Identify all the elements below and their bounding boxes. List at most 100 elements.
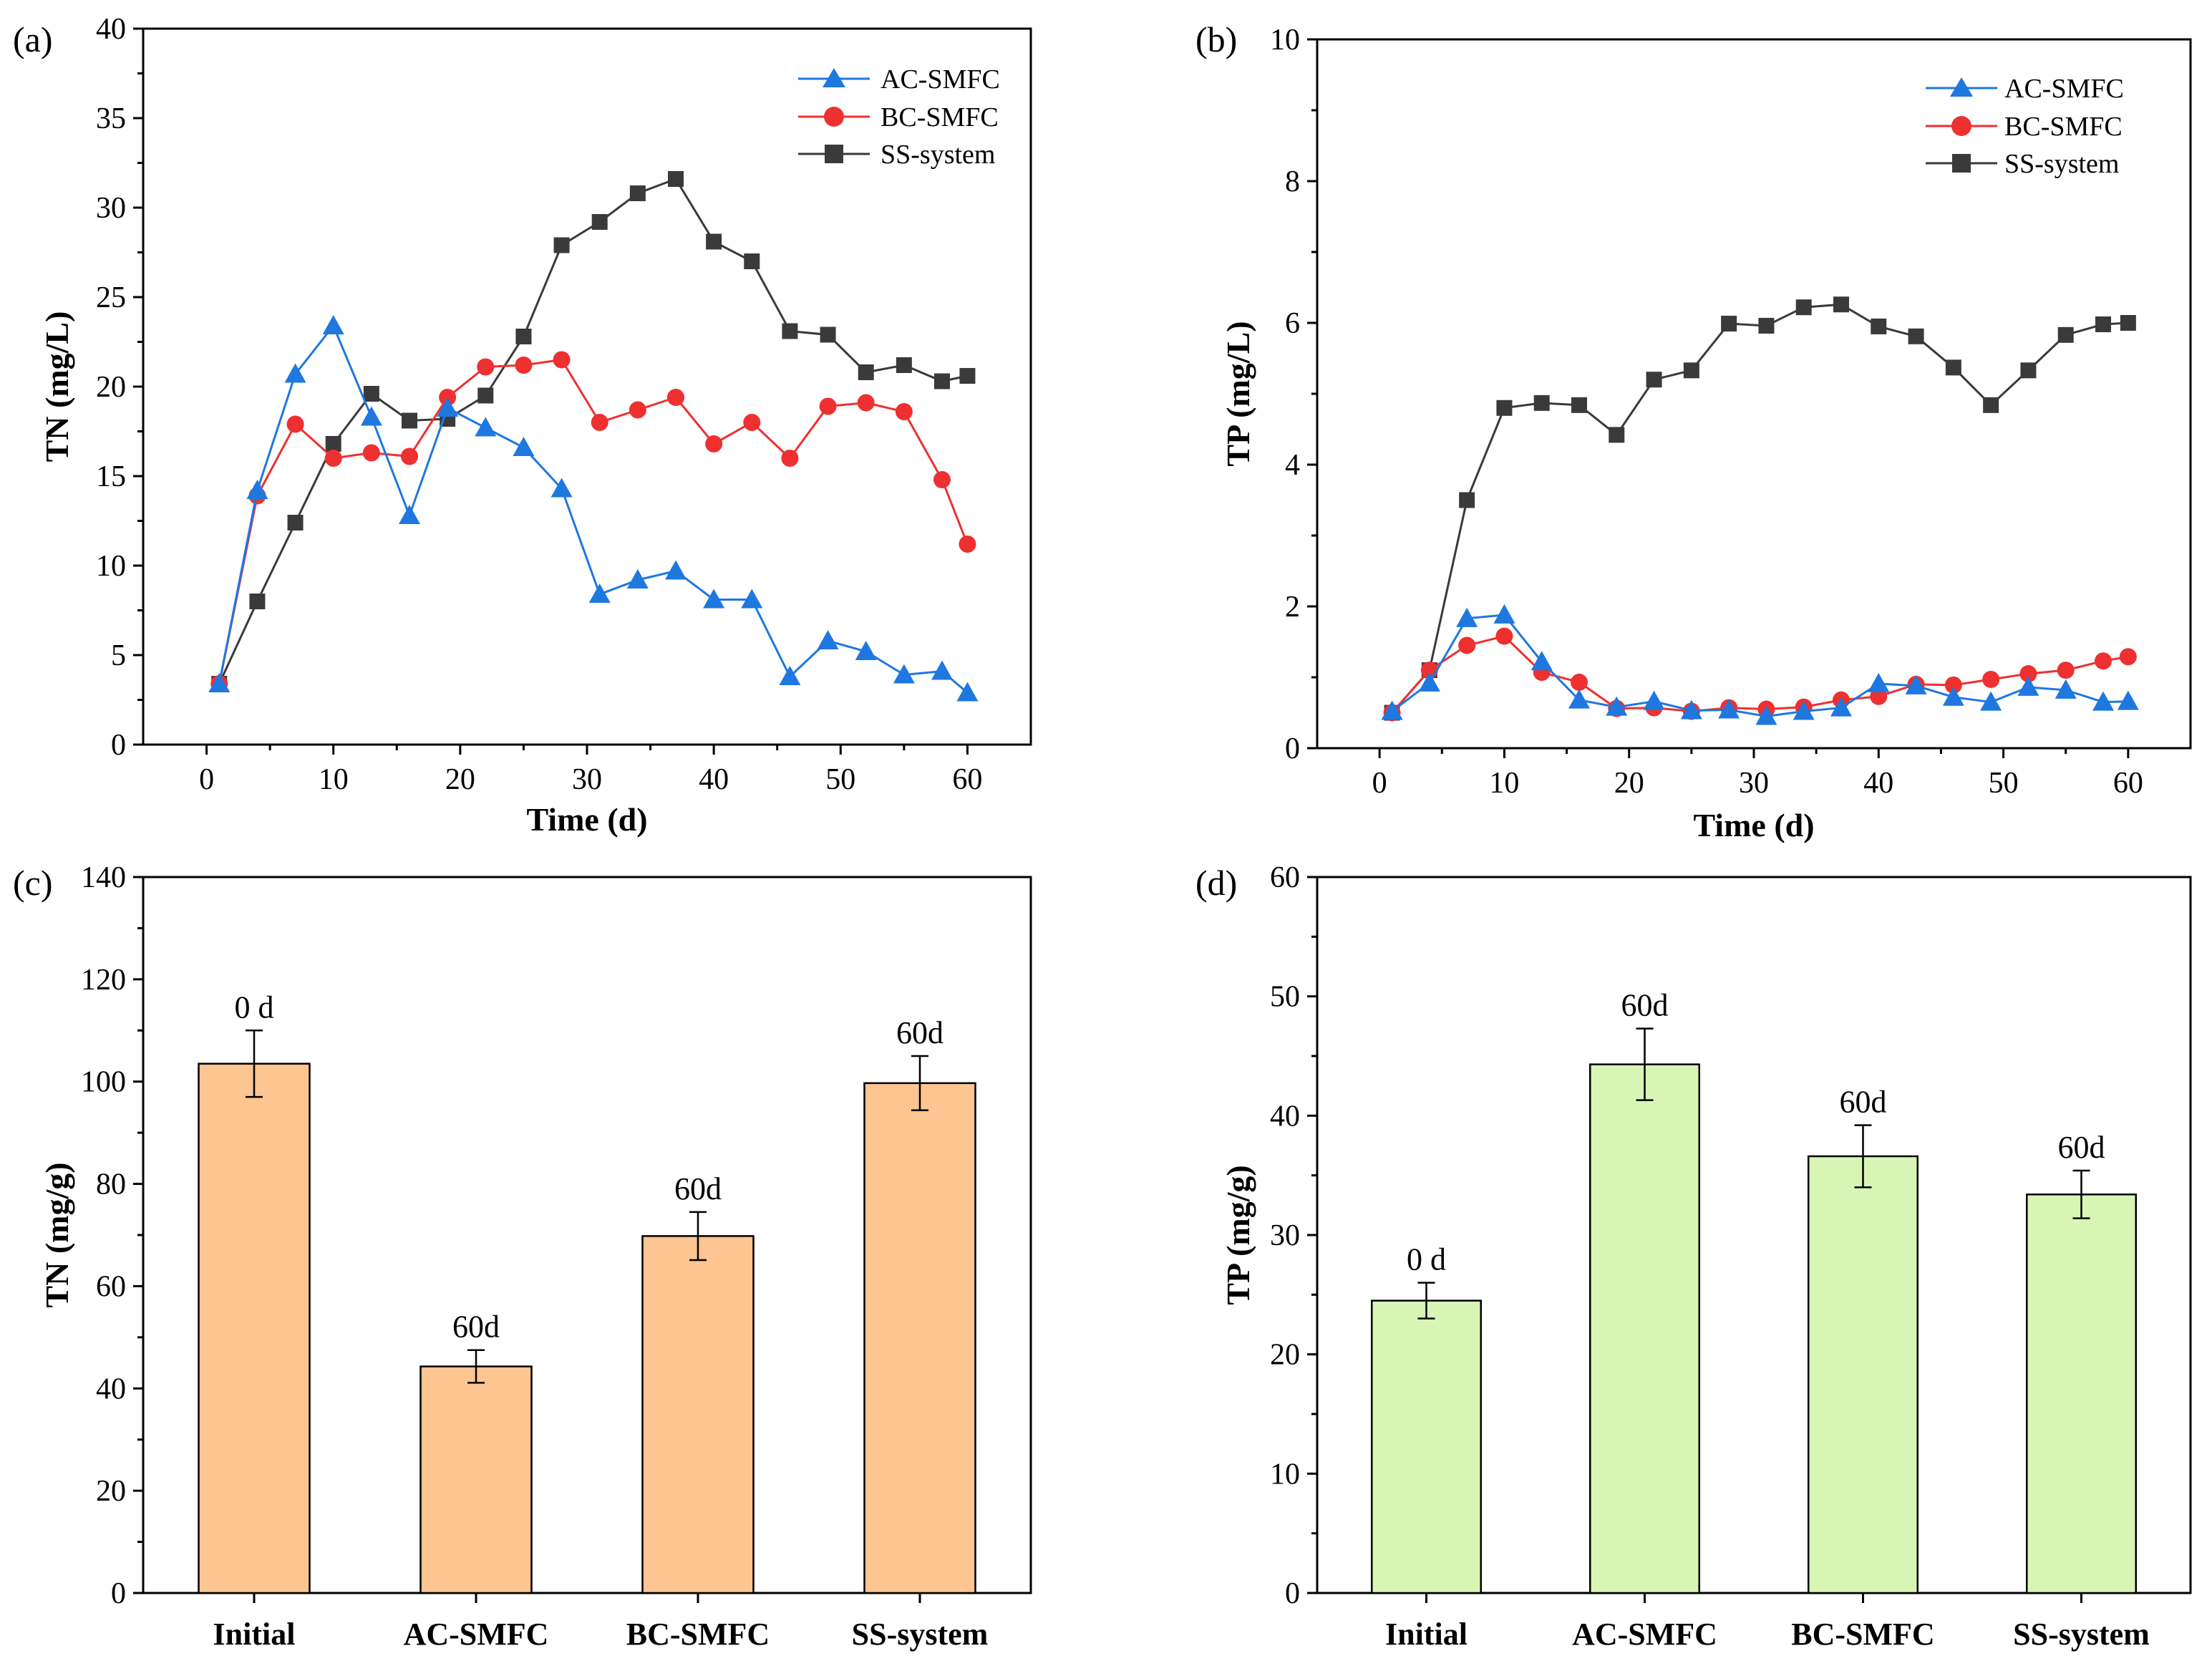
y-tick-label-d: 20 (1270, 1339, 1300, 1372)
point-bc-smfc-b (1458, 636, 1476, 654)
bars-group-c: 0 d Initial 60d AC-SMFC 60d BC-SMFC 60d SS-syst… (198, 989, 988, 1652)
point-ac-smfc-b (2092, 691, 2114, 711)
x-tick-label-b: 10 (1489, 767, 1519, 800)
point-ss-system-a (287, 515, 304, 531)
bar-ac-smfc-c (419, 1365, 533, 1594)
panel-b: (b) Time (d) TP (mg/L) 0 2 4 6 8 10 0 10 20 30 40 5… (1195, 19, 2192, 843)
series-line-ss-system-b (1391, 303, 2128, 714)
point-ss-system-b (1683, 362, 1699, 379)
bar-bc-smfc-c (641, 1235, 755, 1594)
point-ss-system-b (1721, 315, 1737, 331)
legend-marker-ss-system-b (1952, 154, 1971, 173)
point-bc-smfc-b (1495, 627, 1513, 645)
point-ss-system-b (2120, 315, 2136, 331)
point-ac-smfc-b (1456, 607, 1478, 627)
point-ss-system-b (1945, 359, 1961, 376)
point-bc-smfc-a (705, 435, 723, 452)
point-ss-system-a (782, 323, 798, 339)
x-tick-label-a: 10 (319, 763, 349, 796)
point-ac-smfc-a (360, 406, 382, 426)
point-ss-system-a (934, 373, 950, 389)
x-tick-label-b: 60 (2113, 767, 2143, 800)
point-ac-smfc-a (665, 560, 687, 580)
point-ss-system-a (402, 412, 417, 429)
y-tick-label-d: 50 (1270, 981, 1300, 1014)
y-axis-title-c: TN (mg/g) (39, 1162, 75, 1307)
point-ss-system-a (325, 436, 341, 452)
bar-data-label-d: 0 d (1407, 1242, 1446, 1277)
point-ss-system-a (515, 329, 532, 344)
series-line-bc-smfc-a (218, 358, 969, 684)
axis-ticks-c: 0 20 40 60 80 100 120 140 (81, 861, 143, 1610)
y-tick-label-a: 10 (96, 550, 126, 583)
y-tick-label-b: 4 (1285, 449, 1300, 482)
legend-label-ac-smfc-b: AC-SMFC (2004, 74, 2124, 104)
point-ss-system-a (249, 594, 266, 609)
point-ac-smfc-a (741, 589, 763, 609)
x-tick-label-b: 0 (1372, 767, 1387, 800)
y-tick-label-a: 40 (96, 13, 126, 46)
point-ac-smfc-b (2117, 690, 2139, 710)
y-tick-label-c: 140 (81, 861, 126, 894)
point-ss-system-a (858, 364, 874, 380)
legend-label-ss-system-a: SS-system (881, 140, 995, 170)
y-tick-label-a: 5 (111, 639, 126, 672)
y-tick-label-c: 60 (96, 1270, 126, 1303)
point-ac-smfc-a (588, 584, 611, 603)
point-ac-smfc-a (322, 315, 344, 334)
point-ac-smfc-b (1418, 672, 1440, 692)
category-label-c: BC-SMFC (626, 1617, 770, 1652)
point-ac-smfc-b (1942, 686, 1964, 706)
y-tick-label-a: 20 (96, 371, 126, 404)
point-bc-smfc-a (553, 351, 571, 369)
point-bc-smfc-a (286, 415, 304, 433)
category-label-d: AC-SMFC (1572, 1617, 1717, 1652)
y-tick-label-a: 30 (96, 192, 126, 225)
axis-ticks-b: 0 2 4 6 8 10 0 10 20 30 40 50 60 (1270, 24, 2143, 800)
point-ac-smfc-b (1381, 700, 1403, 720)
legend-a: AC-SMFC BC-SMFC SS-system (798, 64, 1000, 170)
category-label-d: BC-SMFC (1791, 1617, 1934, 1652)
y-tick-label-a: 35 (96, 102, 126, 135)
y-tick-label-c: 40 (96, 1372, 126, 1405)
point-ac-smfc-a (550, 478, 573, 498)
point-bc-smfc-a (477, 358, 495, 376)
point-bc-smfc-a (819, 397, 837, 415)
y-tick-label-b: 2 (1285, 591, 1300, 624)
point-ss-system-b (1533, 394, 1550, 411)
point-ss-system-a (591, 214, 608, 230)
y-tick-label-d: 30 (1270, 1219, 1300, 1252)
panel-c: (c) TN (mg/g) 0 20 40 60 80 100 120 140 0 d Init… (13, 861, 1032, 1652)
point-bc-smfc-a (401, 447, 418, 465)
x-tick-label-b: 30 (1739, 767, 1769, 800)
point-ac-smfc-a (931, 660, 953, 680)
point-ac-smfc-a (284, 363, 306, 383)
point-ss-system-b (1871, 318, 1887, 334)
bar-ss-system-c (863, 1082, 976, 1594)
point-bc-smfc-a (743, 414, 761, 431)
point-ss-system-a (477, 387, 494, 404)
legend-marker-ss-system-a (825, 145, 843, 163)
point-ac-smfc-a (475, 417, 497, 437)
y-tick-label-a: 25 (96, 281, 126, 314)
y-tick-label-c: 0 (111, 1577, 126, 1610)
point-ac-smfc-b (1980, 691, 2002, 711)
point-ac-smfc-a (703, 589, 725, 609)
x-tick-label-a: 40 (699, 763, 729, 796)
point-ac-smfc-a (626, 569, 649, 589)
bar-bc-smfc-d (1808, 1155, 1918, 1594)
point-bc-smfc-a (933, 471, 951, 488)
point-ac-smfc-b (1680, 699, 1702, 720)
point-bc-smfc-b (2095, 652, 2112, 670)
point-bc-smfc-a (591, 414, 608, 431)
y-tick-label-b: 0 (1285, 732, 1300, 765)
panel-label-c: (c) (13, 863, 53, 903)
x-axis-title-b: Time (d) (1693, 807, 1814, 843)
point-ac-smfc-a (855, 641, 877, 660)
y-tick-label-c: 100 (81, 1066, 126, 1099)
y-tick-label-a: 0 (111, 729, 126, 762)
legend-label-bc-smfc-b: BC-SMFC (2004, 112, 2123, 142)
point-ac-smfc-a (956, 682, 979, 702)
y-tick-label-b: 10 (1270, 24, 1300, 57)
